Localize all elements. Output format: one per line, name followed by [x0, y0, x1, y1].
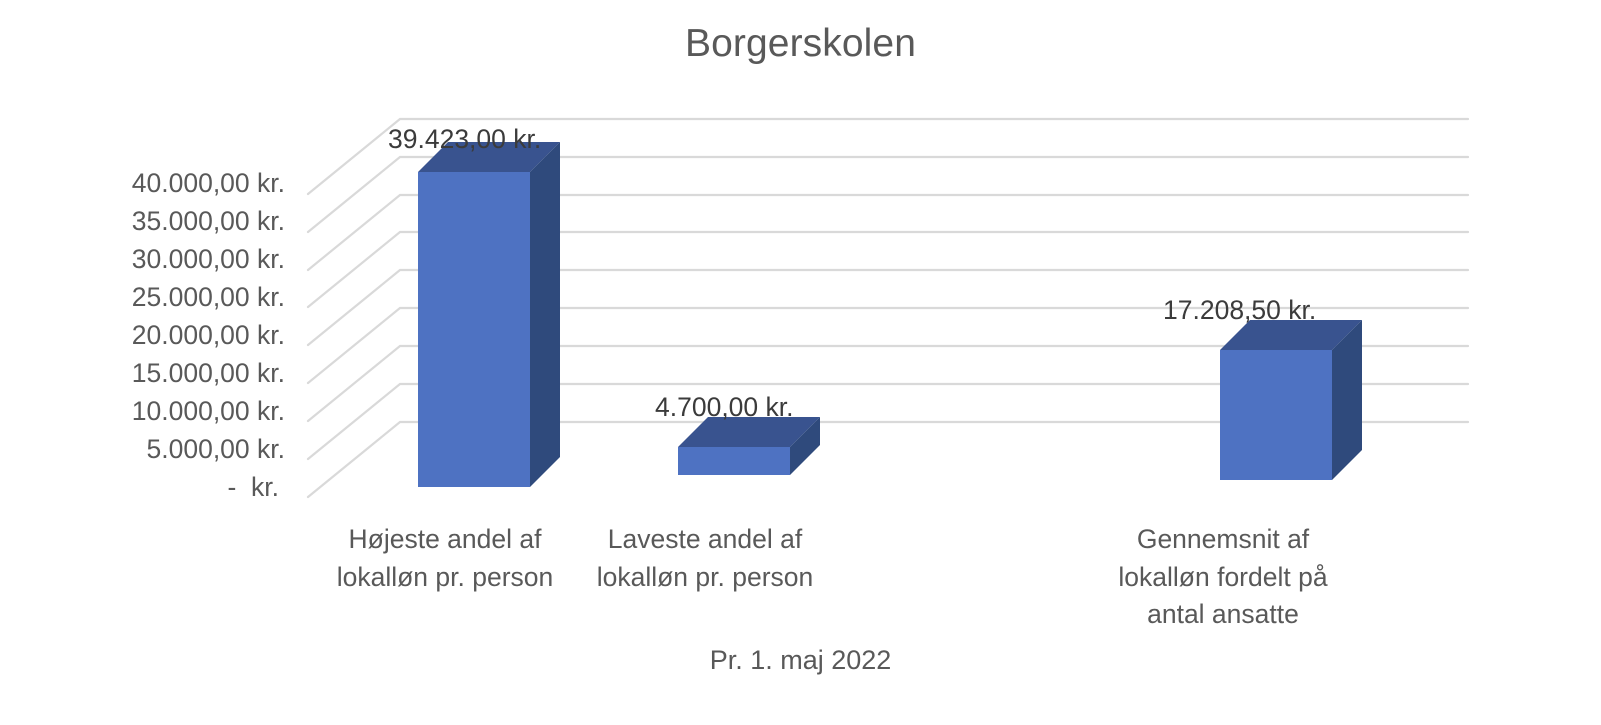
data-label-1: 4.700,00 kr.: [655, 392, 794, 422]
y-tick-label: - kr.: [227, 472, 279, 502]
category-label-1: Laveste andel af lokalløn pr. person: [578, 521, 832, 596]
gridline-30000: [306, 193, 1470, 272]
category-label-line: Gennemsnit af: [1136, 524, 1310, 554]
gridline-25000: [306, 230, 1470, 309]
y-tick-label: 25.000,00 kr.: [131, 282, 285, 312]
bar-front-face-1: [678, 447, 790, 475]
category-label-0: Højeste andel af lokalløn pr. person: [318, 521, 572, 596]
gridline-40000: [306, 117, 1470, 196]
data-label-0: 39.423,00 kr.: [388, 124, 542, 154]
y-tick-label: 35.000,00 kr.: [131, 206, 285, 236]
gridline-0: [306, 420, 1470, 499]
bar-top-face-0: [418, 142, 560, 172]
category-label-line: Laveste andel af: [607, 524, 803, 554]
data-label-2: 17.208,50 kr.: [1163, 295, 1317, 325]
gridline-20000: [306, 268, 1470, 347]
bar-3d-0[interactable]: [418, 142, 560, 487]
bar-side-face-0: [530, 142, 560, 487]
category-label-line: lokalløn pr. person: [596, 561, 814, 592]
category-label-line: lokalløn fordelt på: [1118, 561, 1328, 592]
y-tick-label: 20.000,00 kr.: [131, 320, 285, 350]
x-axis-title: Pr. 1. maj 2022: [709, 645, 892, 675]
y-tick-label: 5.000,00 kr.: [146, 434, 286, 464]
gridline-15000: [306, 306, 1470, 385]
bar-3d-1[interactable]: [678, 417, 820, 475]
chart-title: Borgerskolen: [685, 22, 916, 65]
bar-top-face-2: [1220, 320, 1362, 350]
category-label-line: antal ansatte: [1147, 599, 1299, 630]
gridline-5000: [306, 382, 1470, 461]
y-tick-label: 15.000,00 kr.: [131, 358, 285, 388]
y-tick-label: 30.000,00 kr.: [131, 244, 285, 274]
y-tick-label: 40.000,00 kr.: [131, 168, 285, 198]
bar-front-face-0: [418, 172, 530, 487]
gridline-10000: [306, 344, 1470, 423]
bar-side-face-1: [790, 417, 820, 475]
category-label-2: Gennemsnit af lokalløn fordelt på antal …: [1096, 521, 1350, 634]
bar-3d-2[interactable]: [1220, 320, 1362, 480]
bar-side-face-2: [1332, 320, 1362, 480]
category-label-line: Højeste andel af: [348, 524, 542, 554]
bar-front-face-2: [1220, 350, 1332, 480]
gridline-35000: [306, 155, 1470, 234]
y-tick-label: 10.000,00 kr.: [131, 396, 285, 426]
bar-top-face-1: [678, 417, 820, 447]
category-label-line: lokalløn pr. person: [336, 561, 554, 592]
gridlines: [306, 117, 1470, 499]
